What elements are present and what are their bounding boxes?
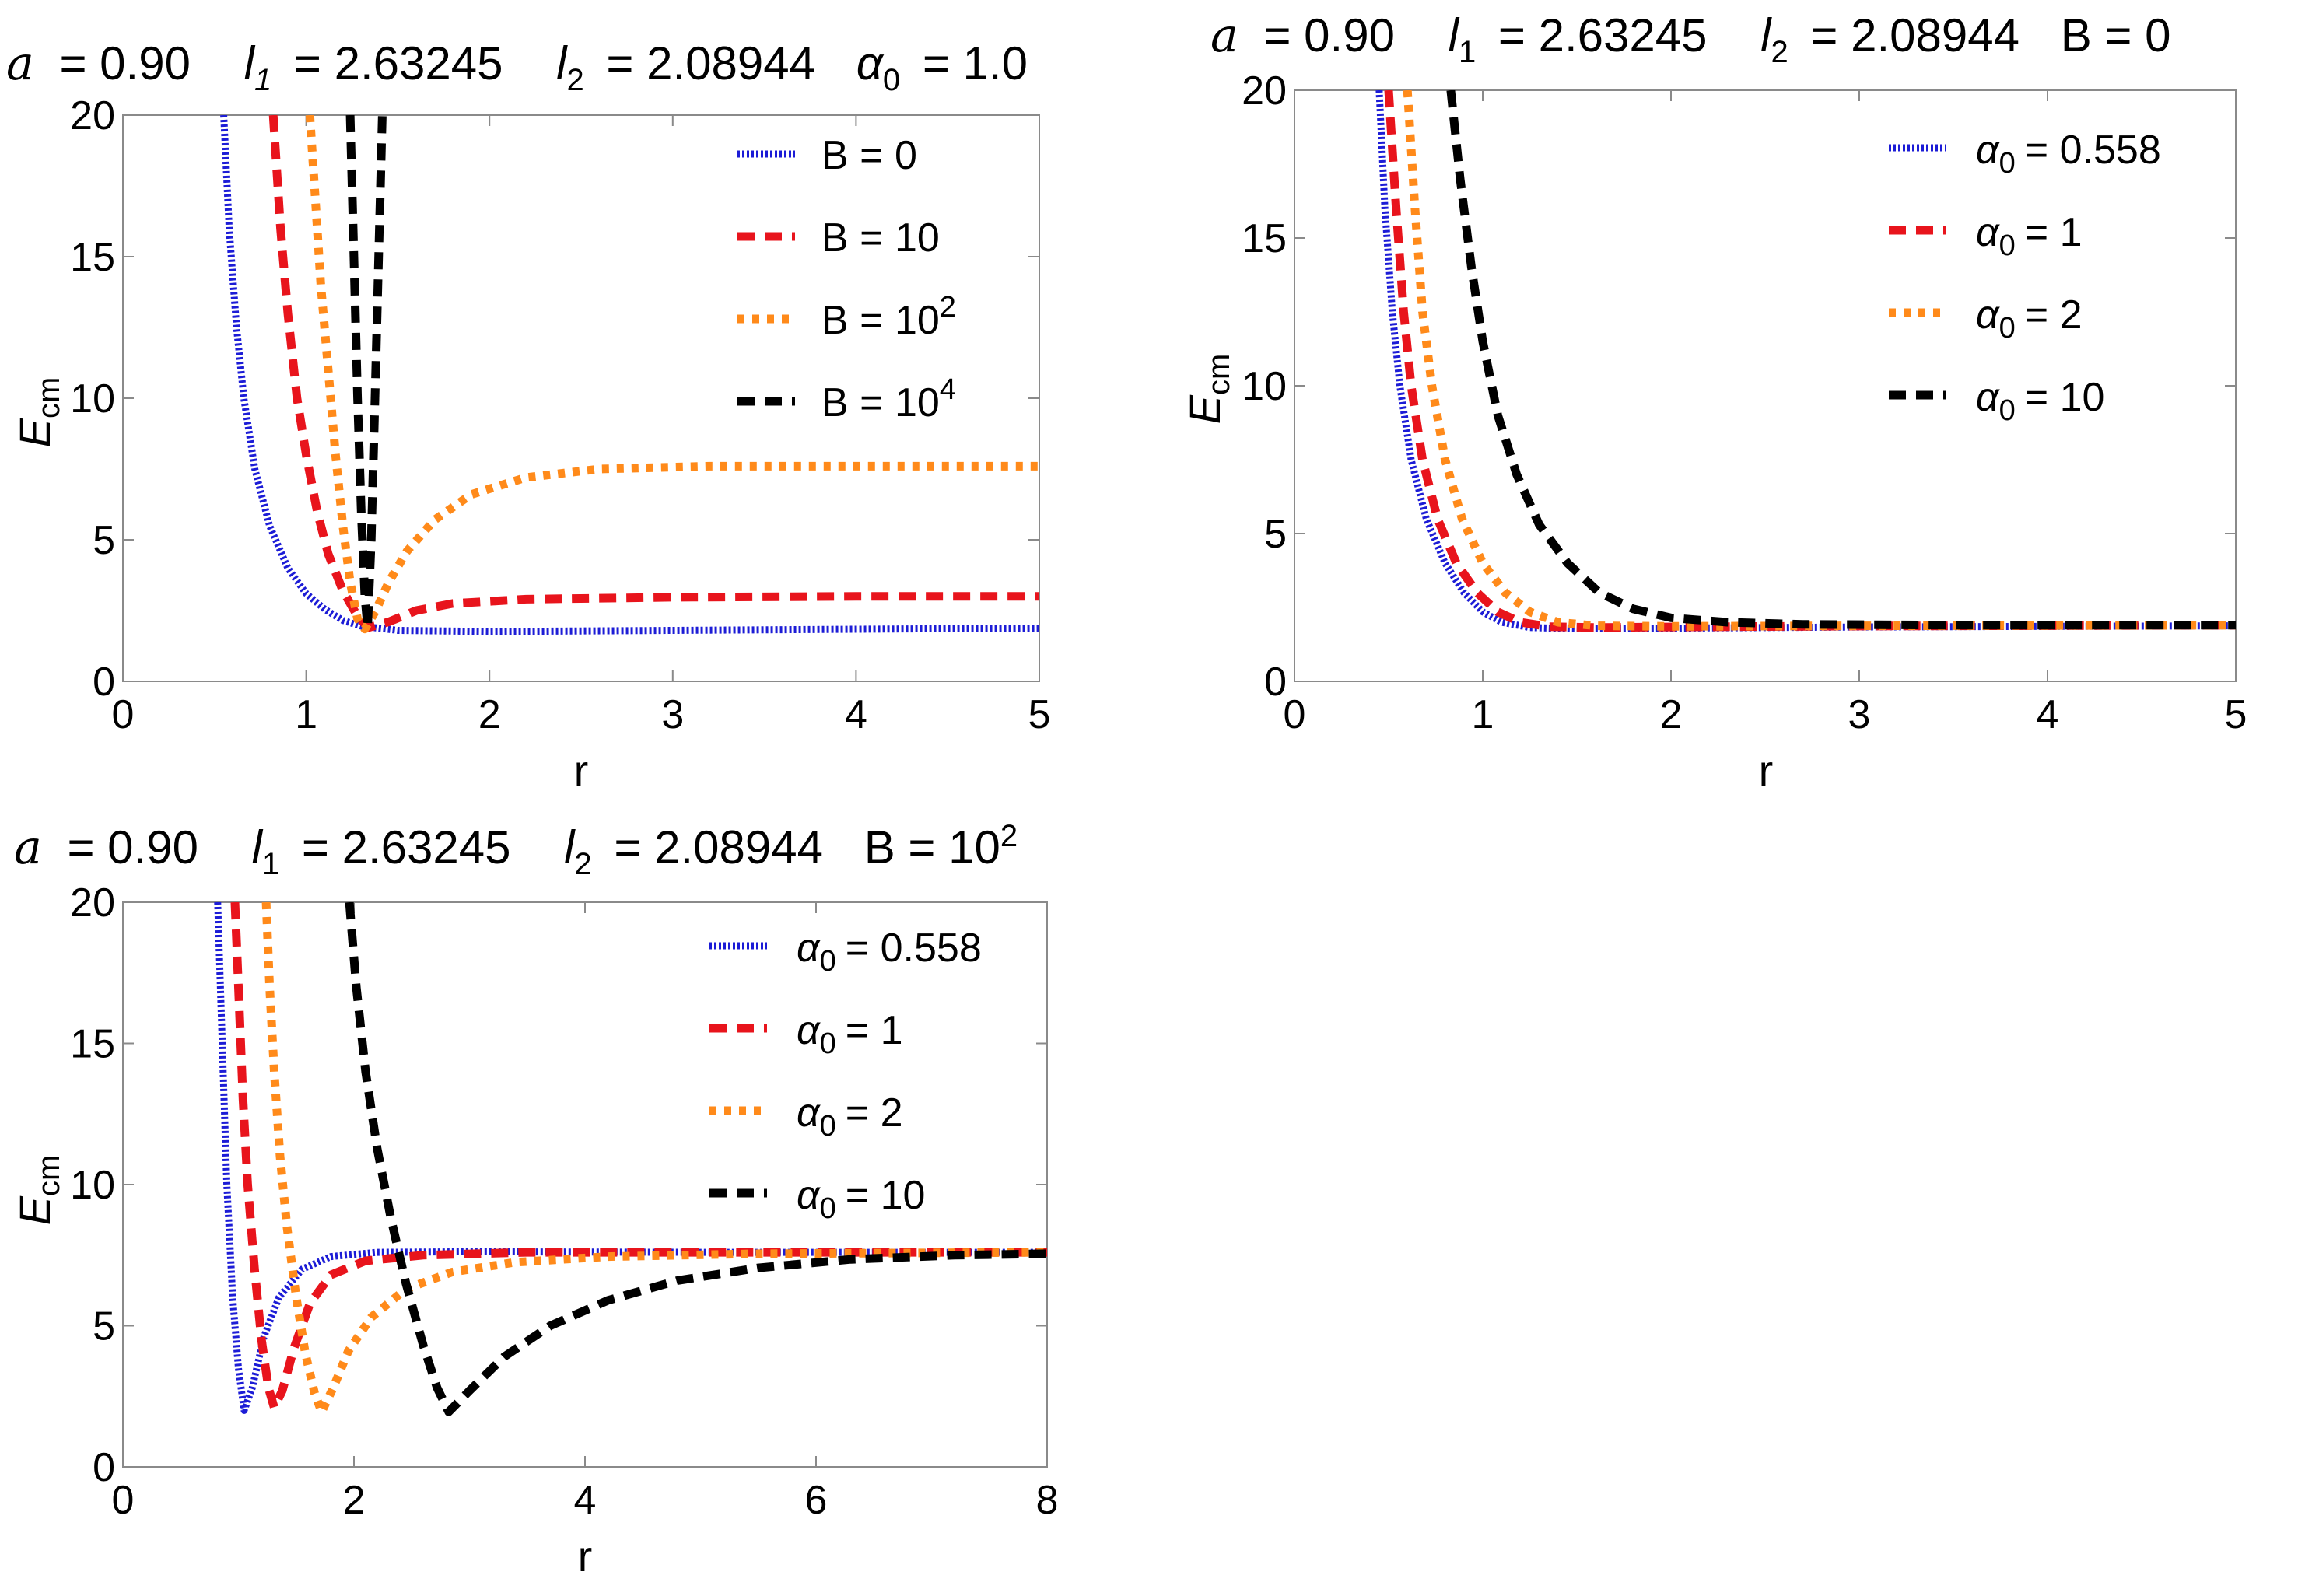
legend-label: α0 = 2 bbox=[1976, 292, 2083, 345]
legend-entry-b-0: B = 0 bbox=[737, 133, 917, 178]
series-line-2 bbox=[268, 115, 1039, 632]
y-tick-label: 20 bbox=[70, 93, 115, 138]
y-tick-label: 20 bbox=[1242, 68, 1287, 114]
x-tick-label: 2 bbox=[478, 692, 501, 737]
legend-entry-alpha-2: α0 = 2 bbox=[709, 1090, 903, 1143]
x-axis-label: r bbox=[1759, 746, 1774, 795]
chart-panel-alpha-b0: a = 0.90 l1 = 2.63245 l2 = 2.08944 B = 0… bbox=[1180, 9, 2247, 795]
legend-label: α0 = 2 bbox=[797, 1090, 903, 1143]
legend-label: α0 = 1 bbox=[1976, 210, 2083, 262]
legend-entry-b-10-4: B = 104 bbox=[737, 373, 956, 425]
legend-entry-alpha-10: α0 = 10 bbox=[1889, 375, 2104, 427]
y-tick-label: 10 bbox=[70, 376, 115, 422]
legend-label: B = 104 bbox=[821, 373, 956, 425]
legend-entry-alpha-0558: α0 = 0.558 bbox=[1889, 128, 2161, 180]
y-axis-label: Ecm bbox=[10, 377, 66, 448]
x-tick-label: 4 bbox=[574, 1478, 597, 1523]
x-tick-label: 1 bbox=[295, 692, 317, 737]
series-line-3 bbox=[261, 902, 1047, 1416]
legend-label: B = 0 bbox=[821, 133, 917, 178]
series-layer bbox=[214, 902, 1047, 1416]
x-tick-label: 0 bbox=[112, 1478, 135, 1523]
legend-label: α0 = 0.558 bbox=[797, 926, 982, 978]
chart-title: a = 0.90 l1 = 2.63245 l2 = 2.08944 α0 = … bbox=[6, 37, 1028, 100]
x-tick-label: 2 bbox=[1660, 692, 1683, 737]
legend-label: α0 = 1 bbox=[797, 1008, 903, 1060]
y-axis: 0 5 10 15 20 bbox=[70, 93, 1039, 705]
y-tick-label: 15 bbox=[1242, 216, 1287, 261]
y-axis: 0 5 10 15 20 bbox=[1242, 68, 2236, 705]
x-tick-label: 5 bbox=[1028, 692, 1051, 737]
legend-entry-b-10: B = 10 bbox=[737, 215, 940, 261]
series-line-2 bbox=[230, 902, 1047, 1412]
series-line-4 bbox=[345, 115, 387, 632]
y-tick-label: 15 bbox=[70, 235, 115, 280]
y-tick-label: 0 bbox=[1264, 660, 1287, 705]
x-axis: 0 1 2 3 4 5 bbox=[112, 115, 1051, 737]
y-tick-label: 5 bbox=[93, 1304, 115, 1349]
series-layer bbox=[1375, 90, 2236, 632]
series-line-3 bbox=[305, 115, 1039, 634]
legend: B = 0 B = 10 B = 102 B = 104 bbox=[737, 133, 956, 425]
y-tick-label: 15 bbox=[70, 1022, 115, 1067]
y-axis-label: Ecm bbox=[1180, 354, 1236, 425]
x-tick-label: 3 bbox=[661, 692, 684, 737]
chart-title: a = 0.90 l1 = 2.63245 l2 = 2.08944 B = 1… bbox=[14, 819, 1018, 884]
x-tick-label: 4 bbox=[845, 692, 867, 737]
x-tick-label: 5 bbox=[2225, 692, 2247, 737]
y-tick-label: 0 bbox=[93, 1445, 115, 1490]
x-axis: 0 1 2 3 4 5 bbox=[1284, 90, 2247, 737]
y-axis: 0 5 10 15 20 bbox=[70, 880, 1047, 1490]
x-tick-label: 3 bbox=[1848, 692, 1871, 737]
legend-label: α0 = 0.558 bbox=[1976, 128, 2161, 180]
legend-entry-alpha-2: α0 = 2 bbox=[1889, 292, 2083, 345]
y-tick-label: 0 bbox=[93, 660, 115, 705]
x-tick-label: 8 bbox=[1036, 1478, 1059, 1523]
x-tick-label: 6 bbox=[805, 1478, 828, 1523]
legend-entry-alpha-1: α0 = 1 bbox=[709, 1008, 903, 1060]
x-tick-label: 1 bbox=[1472, 692, 1494, 737]
chart-title: a = 0.90 l1 = 2.63245 l2 = 2.08944 B = 0 bbox=[1210, 9, 2170, 72]
legend-entry-b-10-2: B = 102 bbox=[737, 291, 956, 343]
legend-label: B = 10 bbox=[821, 215, 940, 261]
legend-label: B = 102 bbox=[821, 291, 956, 343]
x-axis-label: r bbox=[574, 746, 589, 795]
legend-label: α0 = 10 bbox=[1976, 375, 2104, 427]
chart-panel-b-variation: a = 0.90 l1 = 2.63245 l2 = 2.08944 α0 = … bbox=[6, 37, 1050, 795]
series-layer bbox=[220, 115, 1039, 635]
y-tick-label: 10 bbox=[70, 1163, 115, 1208]
legend-entry-alpha-0558: α0 = 0.558 bbox=[709, 926, 982, 978]
legend-label: α0 = 10 bbox=[797, 1173, 925, 1225]
y-axis-label: Ecm bbox=[10, 1155, 66, 1226]
series-line-1 bbox=[220, 115, 1039, 635]
x-tick-label: 2 bbox=[343, 1478, 366, 1523]
y-tick-label: 5 bbox=[93, 518, 115, 563]
x-axis-label: r bbox=[578, 1531, 593, 1580]
x-tick-label: 4 bbox=[2037, 692, 2059, 737]
series-line-4 bbox=[1446, 90, 2236, 630]
x-axis: 0 2 4 6 8 bbox=[112, 902, 1059, 1523]
series-line-3 bbox=[1403, 90, 2236, 631]
legend: α0 = 0.558 α0 = 1 α0 = 2 α0 = 10 bbox=[1889, 128, 2161, 427]
legend-entry-alpha-1: α0 = 1 bbox=[1889, 210, 2083, 262]
x-tick-label: 0 bbox=[112, 692, 135, 737]
x-tick-label: 0 bbox=[1284, 692, 1306, 737]
y-tick-label: 5 bbox=[1264, 512, 1287, 557]
series-line-1 bbox=[214, 902, 1047, 1414]
y-tick-label: 20 bbox=[70, 880, 115, 926]
legend: α0 = 0.558 α0 = 1 α0 = 2 α0 = 10 bbox=[709, 926, 982, 1225]
legend-entry-alpha-10: α0 = 10 bbox=[709, 1173, 925, 1225]
series-line-4 bbox=[345, 902, 1047, 1416]
y-tick-label: 10 bbox=[1242, 364, 1287, 409]
chart-panel-alpha-b100: a = 0.90 l1 = 2.63245 l2 = 2.08944 B = 1… bbox=[10, 819, 1058, 1580]
